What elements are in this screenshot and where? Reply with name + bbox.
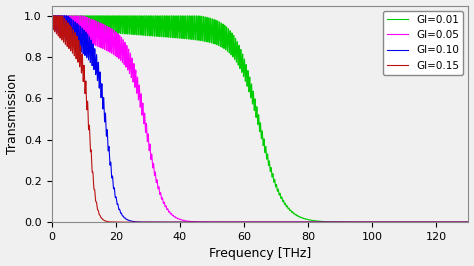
GI=0.15 xyxy=(246,221,252,224)
GI=0.10 xyxy=(301,221,307,224)
Line: GI=0.15: GI=0.15 xyxy=(52,16,468,222)
GI=0.01 xyxy=(49,14,55,18)
GI=0.10 xyxy=(316,221,322,224)
GI=0.15 xyxy=(49,14,55,18)
GI=0.15 xyxy=(438,221,444,224)
GI=0.05 xyxy=(49,14,55,18)
GI=0.15 xyxy=(301,221,307,224)
GI=0.01 xyxy=(465,221,471,224)
GI=0.10 xyxy=(301,221,307,224)
GI=0.05 xyxy=(301,221,307,224)
GI=0.05 xyxy=(465,221,471,224)
Line: GI=0.01: GI=0.01 xyxy=(52,16,468,222)
GI=0.10 xyxy=(153,221,158,224)
GI=0.01 xyxy=(49,14,55,18)
GI=0.10 xyxy=(49,14,55,18)
GI=0.15 xyxy=(49,14,55,18)
Y-axis label: Transmission: Transmission xyxy=(6,73,18,154)
GI=0.05 xyxy=(316,221,322,224)
GI=0.01 xyxy=(465,221,471,224)
GI=0.01 xyxy=(438,221,444,224)
GI=0.15 xyxy=(465,221,471,224)
GI=0.01 xyxy=(153,14,158,18)
Legend: GI=0.01, GI=0.05, GI=0.10, GI=0.15: GI=0.01, GI=0.05, GI=0.10, GI=0.15 xyxy=(383,11,463,75)
GI=0.01 xyxy=(316,219,322,223)
GI=0.05 xyxy=(465,221,471,224)
GI=0.10 xyxy=(49,14,55,18)
GI=0.15 xyxy=(218,221,223,224)
GI=0.05 xyxy=(347,221,353,224)
GI=0.01 xyxy=(301,217,307,220)
GI=0.05 xyxy=(153,172,158,175)
GI=0.05 xyxy=(438,221,444,224)
GI=0.05 xyxy=(49,14,55,18)
GI=0.15 xyxy=(153,221,158,224)
GI=0.10 xyxy=(246,221,252,224)
GI=0.15 xyxy=(316,221,322,224)
Line: GI=0.05: GI=0.05 xyxy=(52,16,468,222)
Line: GI=0.10: GI=0.10 xyxy=(52,16,468,222)
GI=0.01 xyxy=(347,221,353,224)
GI=0.10 xyxy=(438,221,444,224)
GI=0.05 xyxy=(246,221,252,224)
X-axis label: Frequency [THz]: Frequency [THz] xyxy=(209,247,311,260)
GI=0.01 xyxy=(246,89,252,92)
GI=0.10 xyxy=(465,221,471,224)
GI=0.15 xyxy=(347,221,353,224)
GI=0.10 xyxy=(347,221,353,224)
